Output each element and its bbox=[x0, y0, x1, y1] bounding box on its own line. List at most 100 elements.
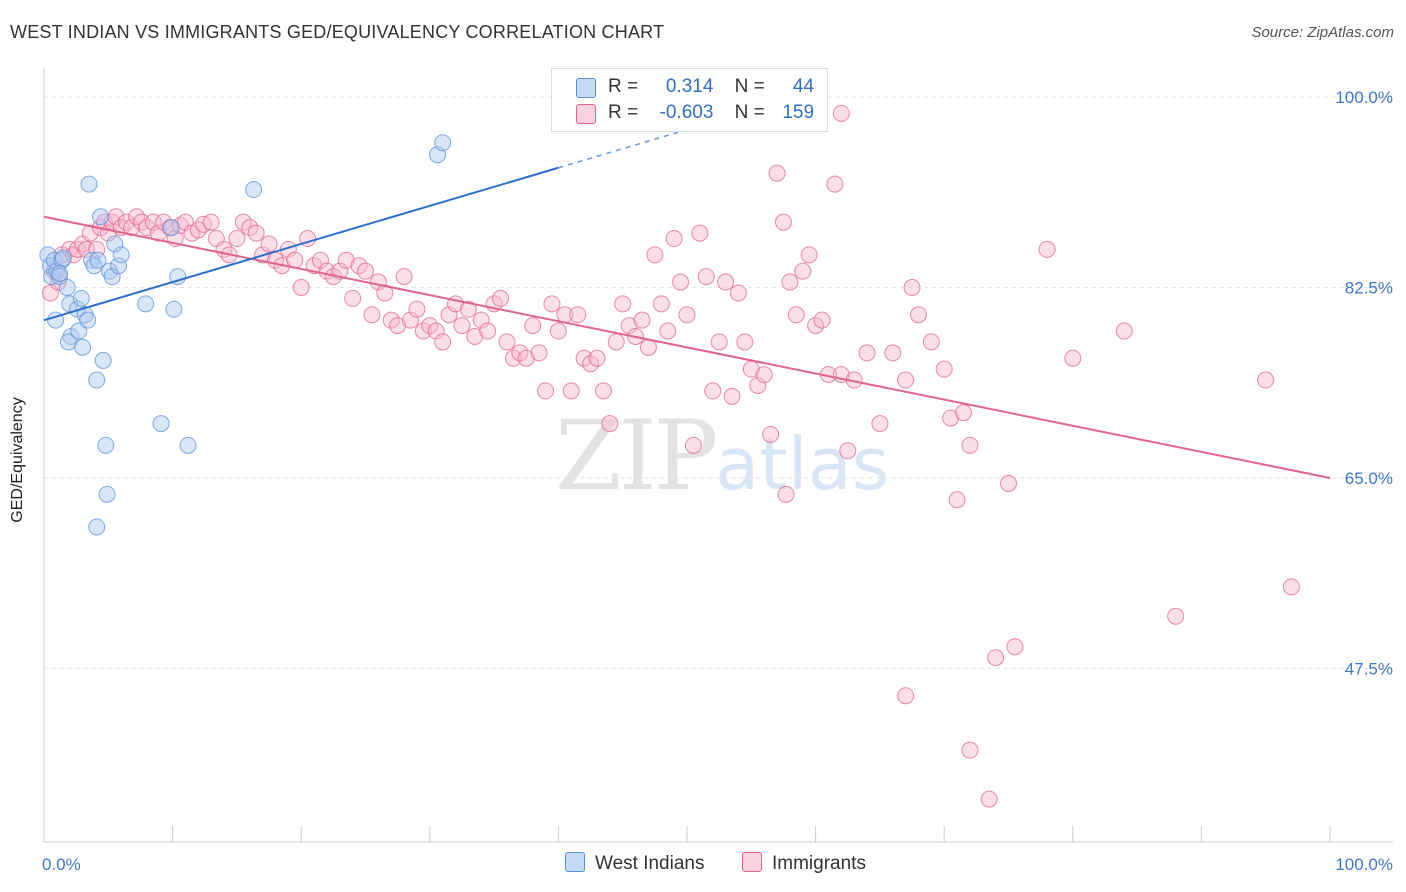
immigrants-point bbox=[459, 300, 477, 318]
bottom-legend-west-indians: West Indians bbox=[565, 852, 704, 875]
immigrants-point bbox=[337, 251, 355, 269]
immigrants-point bbox=[601, 415, 619, 433]
bottom-legend-label-immigrants: Immigrants bbox=[772, 853, 866, 874]
immigrants-point bbox=[427, 322, 445, 340]
immigrants-point bbox=[498, 333, 516, 351]
west-indians-trend-extension bbox=[558, 128, 688, 169]
legend-n-label: N = bbox=[734, 102, 765, 123]
immigrants-point bbox=[684, 436, 702, 454]
immigrants-point bbox=[492, 289, 510, 307]
legend-n-value: 44 bbox=[792, 76, 815, 97]
immigrants-point bbox=[549, 322, 567, 340]
immigrants-point bbox=[948, 491, 966, 509]
immigrants-point bbox=[832, 104, 850, 122]
immigrants-point bbox=[1000, 474, 1017, 492]
immigrants-point bbox=[646, 246, 664, 264]
legend: R = 0.314 N = 44 R = -0.603 N = 159 bbox=[551, 68, 828, 132]
west-indians-point bbox=[434, 134, 452, 152]
immigrants-point bbox=[1006, 638, 1024, 656]
west-indians-point bbox=[70, 322, 88, 340]
immigrants-point bbox=[588, 349, 606, 367]
west-indians-point bbox=[98, 485, 116, 503]
legend-r-label: R = bbox=[608, 76, 639, 97]
immigrants-point bbox=[466, 327, 484, 345]
immigrants-point bbox=[704, 382, 722, 400]
legend-n-label: N = bbox=[734, 76, 765, 97]
immigrants-point bbox=[800, 246, 818, 264]
immigrants-point bbox=[524, 317, 542, 335]
immigrants-point bbox=[736, 333, 754, 351]
immigrants-point bbox=[1115, 322, 1133, 340]
immigrants-point bbox=[749, 376, 767, 394]
west-indians-point bbox=[54, 249, 72, 267]
immigrants-point bbox=[402, 311, 420, 329]
west-indians-point bbox=[112, 246, 130, 264]
immigrants-point bbox=[762, 425, 780, 443]
immigrants-point bbox=[376, 284, 394, 302]
immigrants-point bbox=[961, 436, 979, 454]
west-indians-point bbox=[152, 415, 170, 433]
immigrants-point bbox=[614, 295, 632, 313]
immigrants-point bbox=[813, 311, 831, 329]
west-indians-point bbox=[169, 268, 187, 286]
immigrants-point bbox=[697, 268, 715, 286]
immigrants-point bbox=[434, 333, 452, 351]
legend-swatch-west-indians bbox=[576, 78, 596, 98]
y-tick-label: 47.5% bbox=[1345, 660, 1393, 679]
immigrants-point bbox=[826, 175, 844, 193]
immigrants-point bbox=[678, 306, 696, 324]
immigrants-point bbox=[128, 208, 146, 226]
y-tick-label: 100.0% bbox=[1335, 88, 1393, 107]
immigrants-point bbox=[389, 317, 407, 335]
immigrants-point bbox=[562, 382, 580, 400]
west-indians-point bbox=[97, 436, 115, 454]
immigrants-point bbox=[942, 409, 960, 427]
immigrants-point bbox=[247, 224, 265, 242]
immigrants-point bbox=[1257, 371, 1275, 389]
immigrants-point bbox=[122, 219, 140, 237]
y-tick-label: 82.5% bbox=[1345, 279, 1393, 298]
immigrants-point bbox=[774, 213, 792, 231]
chart-title: WEST INDIAN VS IMMIGRANTS GED/EQUIVALENC… bbox=[10, 22, 665, 42]
immigrants-point bbox=[884, 344, 902, 362]
immigrants-point bbox=[794, 262, 812, 280]
west-indians-point bbox=[80, 175, 98, 193]
immigrants-point bbox=[81, 224, 99, 242]
immigrants-point bbox=[453, 317, 471, 335]
immigrants-point bbox=[1167, 607, 1185, 625]
immigrants-point bbox=[871, 415, 889, 433]
immigrants-point bbox=[839, 442, 857, 460]
immigrants-point bbox=[659, 322, 677, 340]
west-indians-point bbox=[137, 295, 155, 313]
immigrants-point bbox=[858, 344, 876, 362]
immigrants-point bbox=[897, 371, 915, 389]
west-indians-point bbox=[110, 257, 128, 275]
immigrants-point bbox=[755, 366, 773, 384]
immigrants-point bbox=[344, 289, 362, 307]
y-tick-label: 65.0% bbox=[1345, 469, 1393, 488]
immigrants-point bbox=[311, 251, 329, 269]
immigrants-point bbox=[781, 273, 799, 291]
immigrants-point bbox=[440, 306, 458, 324]
legend-swatch-immigrants bbox=[576, 104, 596, 124]
immigrants-point bbox=[594, 382, 612, 400]
legend-r-value: -0.603 bbox=[659, 102, 714, 123]
immigrants-point bbox=[652, 295, 670, 313]
immigrants-point bbox=[537, 382, 555, 400]
immigrants-point bbox=[395, 268, 413, 286]
immigrants-point bbox=[479, 322, 497, 340]
immigrants-point bbox=[144, 213, 162, 231]
immigrants-point bbox=[117, 213, 135, 231]
west-indians-point bbox=[72, 289, 90, 307]
x-tick-label: 100.0% bbox=[1335, 855, 1393, 874]
immigrants-point bbox=[363, 306, 381, 324]
immigrants-point bbox=[77, 240, 95, 258]
west-indians-point bbox=[92, 208, 110, 226]
immigrants-point bbox=[107, 208, 125, 226]
west-indians-point bbox=[74, 338, 92, 356]
bottom-legend-swatch-immigrants bbox=[742, 852, 762, 872]
immigrants-point bbox=[922, 333, 940, 351]
bottom-legend-swatch-west-indians bbox=[565, 852, 585, 872]
immigrants-point bbox=[543, 295, 561, 313]
